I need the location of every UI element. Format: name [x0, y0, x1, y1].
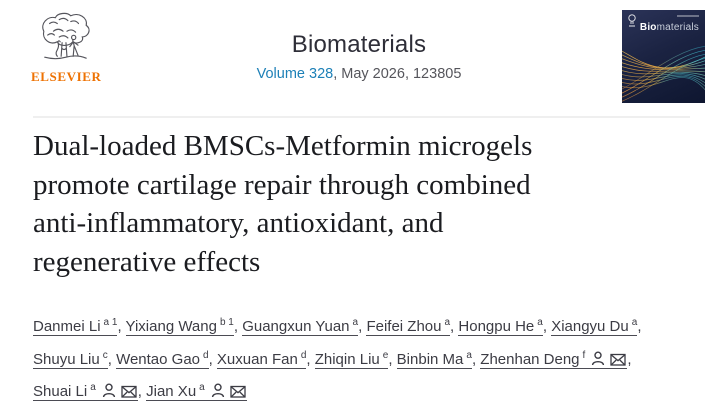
cover-elsevier-mini-icon: [628, 14, 636, 27]
author-profile-icon[interactable]: [591, 350, 605, 366]
journal-masthead: Biomaterials Volume 328, May 2026, 12380…: [257, 31, 462, 82]
cover-issue-microtext: [677, 15, 699, 17]
header-divider: [33, 116, 690, 118]
author-shuai-li[interactable]: Shuai Li a: [33, 382, 138, 401]
journal-cover-thumbnail[interactable]: Biomaterials: [622, 10, 705, 103]
author-shuyu-liu[interactable]: Shuyu Liu c: [33, 349, 108, 369]
author-wentao-gao[interactable]: Wentao Gao d: [116, 349, 209, 369]
email-author-icon[interactable]: [230, 385, 246, 398]
cover-wave-art: [622, 46, 705, 102]
author-guangxun-yuan[interactable]: Guangxun Yuan a: [242, 317, 359, 336]
author-binbin-ma[interactable]: Binbin Ma a: [396, 349, 472, 369]
author-xuxuan-fan[interactable]: Xuxuan Fan d: [216, 349, 307, 369]
cover-journal-title: Biomaterials: [639, 22, 699, 33]
volume-link[interactable]: Volume 328: [256, 66, 334, 82]
email-author-icon[interactable]: [121, 385, 137, 398]
title-line: anti-inflammatory, antioxidant, and: [33, 207, 444, 239]
elsevier-logo[interactable]: ELSEVIER: [31, 10, 102, 85]
author-yixiang-wang[interactable]: Yixiang Wang b 1: [125, 317, 234, 336]
issue-meta: , May 2026, 123805: [333, 66, 462, 82]
journal-title[interactable]: Biomaterials: [291, 31, 427, 58]
author-row: Shuai Lia Jian Xua: [33, 374, 698, 407]
author-zhenhan-deng[interactable]: Zhenhan Deng f: [480, 350, 628, 369]
author-hongpu-he[interactable]: Hongpu He a: [458, 317, 543, 336]
author-zhiqin-liu[interactable]: Zhiqin Liu e: [314, 349, 389, 369]
title-line: regenerative effects: [33, 245, 261, 278]
author-danmei-li[interactable]: Danmei Li a 1: [33, 317, 118, 336]
author-jian-xu[interactable]: Jian Xu a: [146, 382, 247, 401]
article-title: Dual-loaded BMSCs-Metformin microgels pr…: [33, 127, 688, 281]
issue-info: Volume 328, May 2026, 123805: [257, 66, 462, 82]
elsevier-wordmark: ELSEVIER: [31, 69, 102, 84]
author-feifei-zhou[interactable]: Feifei Zhou a: [366, 317, 451, 336]
title-line: Dual-loaded BMSCs-Metformin microgels: [33, 130, 533, 162]
author-profile-icon[interactable]: [211, 383, 225, 398]
email-author-icon[interactable]: [610, 353, 626, 366]
title-line: promote cartilage repair through combine…: [33, 168, 531, 201]
elsevier-tree-icon: [42, 12, 90, 60]
author-xiangyu-du[interactable]: Xiangyu Du a: [551, 317, 638, 336]
author-profile-icon[interactable]: [102, 383, 116, 398]
